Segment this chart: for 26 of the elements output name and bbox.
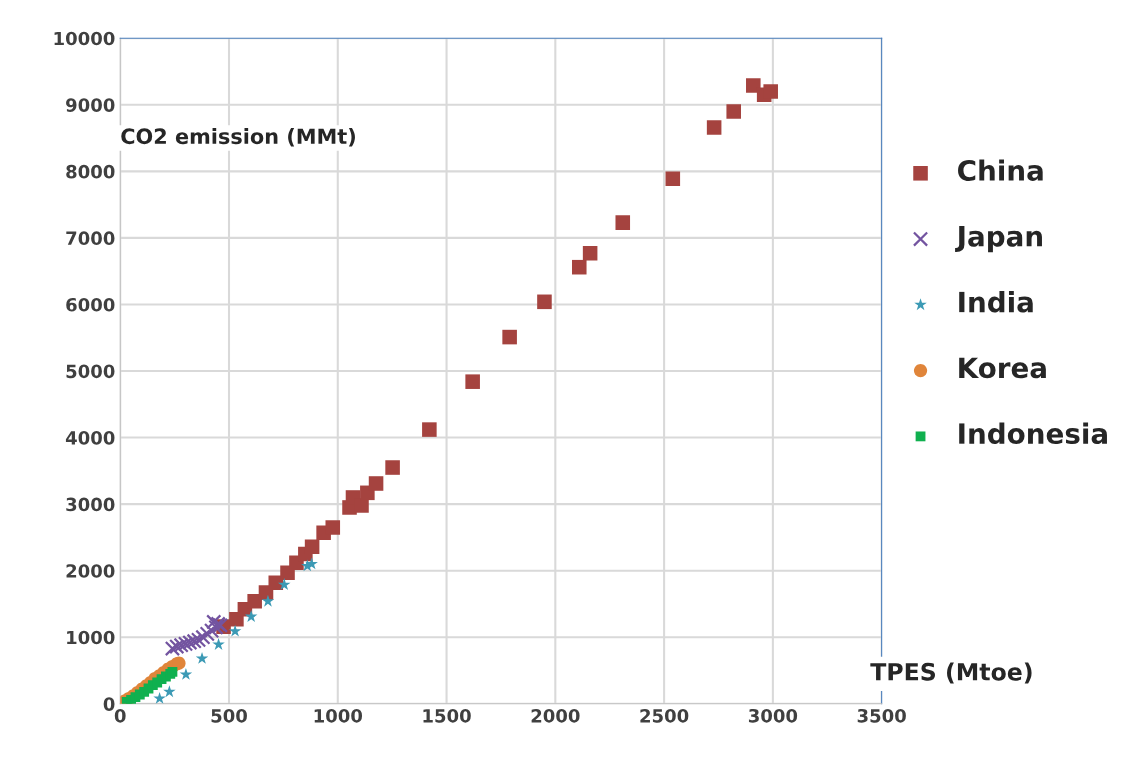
x-axis-title: TPES (Mtoe) (870, 662, 1032, 684)
legend-label: India (959, 291, 1033, 313)
x-tick-label: 0 (114, 708, 126, 723)
x-tick-label: 1000 (314, 708, 363, 723)
y-tick-label: 9000 (66, 98, 115, 112)
legend-label: Korea (959, 357, 1046, 379)
y-tick-label: 4000 (65, 431, 115, 445)
y-axis-title: CO2 emission (MMt) (121, 128, 355, 147)
y-tick-label: 5000 (66, 364, 115, 379)
y-tick-label: 6000 (66, 297, 115, 312)
y-tick-label: 0 (103, 697, 115, 711)
x-tick-label: 500 (211, 708, 247, 723)
x-tick-label: 1500 (423, 708, 471, 723)
x-tick-label: 3000 (748, 708, 798, 723)
legend-label: China (958, 159, 1043, 181)
x-tick-label: 2000 (531, 708, 580, 723)
y-tick-label: 10000 (54, 31, 115, 46)
y-tick-label: 8000 (66, 164, 115, 179)
y-tick-label: 7000 (66, 231, 115, 246)
legend-label: Japan (955, 226, 1042, 253)
legend-label: Indonesia (959, 422, 1107, 445)
x-tick-label: 2500 (640, 708, 689, 723)
y-tick-label: 2000 (66, 564, 115, 578)
x-tick-label: 3500 (857, 708, 906, 723)
y-tick-label: 1000 (67, 630, 115, 645)
y-tick-label: 3000 (66, 497, 115, 512)
